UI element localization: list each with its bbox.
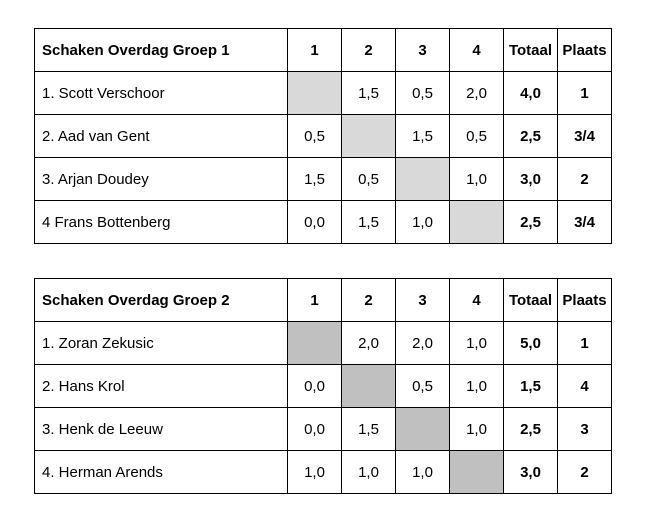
score-cell: 1,0 xyxy=(395,450,450,494)
column-header: 2 xyxy=(341,278,396,322)
column-header: 4 xyxy=(449,278,504,322)
score-cell: 2,0 xyxy=(341,321,396,365)
score-cell: 0,5 xyxy=(341,157,396,201)
column-header: Plaats xyxy=(557,278,612,322)
rank-cell: 3/4 xyxy=(557,114,612,158)
column-header: 3 xyxy=(395,28,450,72)
total-cell: 2,5 xyxy=(503,114,558,158)
rank-cell: 4 xyxy=(557,364,612,408)
score-cell: 1,0 xyxy=(449,321,504,365)
player-row: 2. Hans Krol 0,0 0,5 1,0 1,5 4 xyxy=(34,364,612,408)
column-header: 1 xyxy=(287,28,342,72)
score-cell: 1,0 xyxy=(449,407,504,451)
blank-cell xyxy=(449,450,504,494)
total-cell: 3,0 xyxy=(503,157,558,201)
score-cell: 1,0 xyxy=(449,157,504,201)
score-cell: 0,0 xyxy=(287,200,342,244)
blank-cell xyxy=(395,157,450,201)
column-header: 2 xyxy=(341,28,396,72)
player-name: 4 Frans Bottenberg xyxy=(34,200,288,244)
score-cell: 1,5 xyxy=(341,407,396,451)
player-name: 2. Hans Krol xyxy=(34,364,288,408)
player-row: 3. Arjan Doudey 1,5 0,5 1,0 3,0 2 xyxy=(34,157,612,201)
blank-cell xyxy=(341,364,396,408)
column-header: Totaal xyxy=(503,28,558,72)
rank-cell: 2 xyxy=(557,450,612,494)
rank-cell: 3/4 xyxy=(557,200,612,244)
rank-cell: 1 xyxy=(557,321,612,365)
total-cell: 5,0 xyxy=(503,321,558,365)
score-cell: 0,0 xyxy=(287,364,342,408)
score-cell: 1,5 xyxy=(395,114,450,158)
column-header: Totaal xyxy=(503,278,558,322)
total-cell: 3,0 xyxy=(503,450,558,494)
player-row: 4 Frans Bottenberg 0,0 1,5 1,0 2,5 3/4 xyxy=(34,200,612,244)
score-cell: 1,5 xyxy=(341,71,396,115)
score-cell: 1,0 xyxy=(341,450,396,494)
score-cell: 0,0 xyxy=(287,407,342,451)
score-cell: 0,5 xyxy=(395,71,450,115)
player-row: 1. Zoran Zekusic 2,0 2,0 1,0 5,0 1 xyxy=(34,321,612,365)
blank-cell xyxy=(341,114,396,158)
player-name: 2. Aad van Gent xyxy=(34,114,288,158)
blank-cell xyxy=(395,407,450,451)
group-1-table: Schaken Overdag Groep 1 1 2 3 4 Totaal Plaats 1… xyxy=(34,28,612,244)
blank-cell xyxy=(287,71,342,115)
blank-cell xyxy=(449,200,504,244)
player-row: 4. Herman Arends 1,0 1,0 1,0 3,0 2 xyxy=(34,450,612,494)
score-cell: 1,0 xyxy=(449,364,504,408)
player-row: 3. Henk de Leeuw 0,0 1,5 1,0 2,5 3 xyxy=(34,407,612,451)
score-cell: 1,5 xyxy=(341,200,396,244)
score-cell: 2,0 xyxy=(449,71,504,115)
player-row: 1. Scott Verschoor 1,5 0,5 2,0 4,0 1 xyxy=(34,71,612,115)
total-cell: 4,0 xyxy=(503,71,558,115)
blank-cell xyxy=(287,321,342,365)
score-cell: 1,0 xyxy=(395,200,450,244)
player-row: 2. Aad van Gent 0,5 1,5 0,5 2,5 3/4 xyxy=(34,114,612,158)
group-2-table: Schaken Overdag Groep 2 1 2 3 4 Totaal Plaats 1… xyxy=(34,278,612,494)
player-name: 1. Scott Verschoor xyxy=(34,71,288,115)
header-row: Schaken Overdag Groep 2 1 2 3 4 Totaal Plaats xyxy=(34,278,612,322)
table-title: Schaken Overdag Groep 1 xyxy=(34,28,288,72)
player-name: 3. Henk de Leeuw xyxy=(34,407,288,451)
header-row: Schaken Overdag Groep 1 1 2 3 4 Totaal Plaats xyxy=(34,28,612,72)
total-cell: 2,5 xyxy=(503,407,558,451)
column-header: 3 xyxy=(395,278,450,322)
rank-cell: 3 xyxy=(557,407,612,451)
score-cell: 0,5 xyxy=(395,364,450,408)
rank-cell: 2 xyxy=(557,157,612,201)
score-cell: 1,0 xyxy=(287,450,342,494)
score-cell: 0,5 xyxy=(449,114,504,158)
column-header: 4 xyxy=(449,28,504,72)
total-cell: 1,5 xyxy=(503,364,558,408)
table-title: Schaken Overdag Groep 2 xyxy=(34,278,288,322)
player-name: 1. Zoran Zekusic xyxy=(34,321,288,365)
column-header: Plaats xyxy=(557,28,612,72)
total-cell: 2,5 xyxy=(503,200,558,244)
player-name: 3. Arjan Doudey xyxy=(34,157,288,201)
column-header: 1 xyxy=(287,278,342,322)
score-cell: 2,0 xyxy=(395,321,450,365)
score-cell: 0,5 xyxy=(287,114,342,158)
rank-cell: 1 xyxy=(557,71,612,115)
score-cell: 1,5 xyxy=(287,157,342,201)
player-name: 4. Herman Arends xyxy=(34,450,288,494)
